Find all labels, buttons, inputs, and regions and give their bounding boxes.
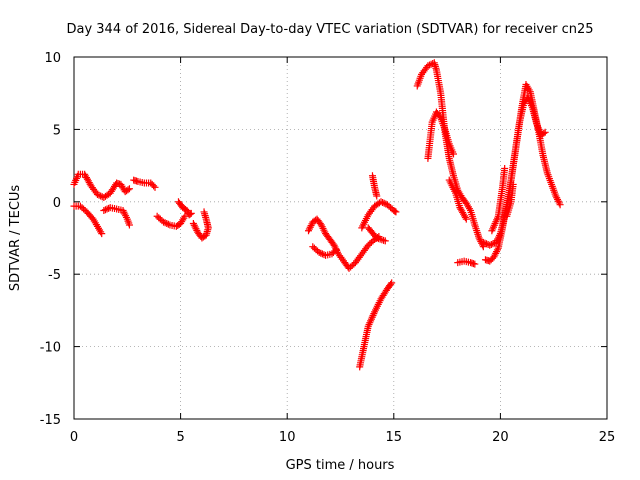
- data-point: [100, 206, 108, 214]
- data-point: [541, 128, 549, 136]
- data-point: [103, 205, 111, 213]
- x-tick-labels: 0 5 10 15 20 25: [70, 430, 615, 445]
- y-tick-label: 5: [53, 123, 61, 138]
- data-point: [461, 214, 469, 222]
- plot-frame: [73, 56, 608, 420]
- data-point: [181, 212, 189, 220]
- data-point: [479, 238, 487, 246]
- x-tick-label: 5: [176, 430, 184, 445]
- data-point: [160, 218, 168, 226]
- data-point: [161, 219, 169, 227]
- series-i: [309, 243, 340, 259]
- data-point: [101, 206, 109, 214]
- series-g: [189, 208, 212, 242]
- series-n: [413, 59, 487, 251]
- x-tick-label: 25: [599, 430, 616, 445]
- data-point: [125, 221, 133, 229]
- data-point: [98, 230, 106, 238]
- data-point: [509, 180, 517, 188]
- data-point: [317, 249, 325, 257]
- y-axis-label: SDTVAR / TECUs: [8, 185, 23, 292]
- data-point: [95, 191, 103, 199]
- data-point: [318, 250, 326, 258]
- series-p: [445, 176, 470, 223]
- data-point: [486, 241, 494, 249]
- y-tick-label: -15: [40, 413, 61, 428]
- series-h: [305, 215, 383, 272]
- series-b: [70, 202, 106, 238]
- data-point: [483, 240, 491, 248]
- data-point: [332, 246, 340, 254]
- y-tick-label: 0: [53, 196, 61, 211]
- series-a: [70, 170, 133, 201]
- data-point: [150, 182, 158, 190]
- data-point: [462, 215, 470, 223]
- x-tick-label: 15: [386, 430, 403, 445]
- data-point: [391, 207, 399, 215]
- series-l: [368, 172, 381, 200]
- data-point: [424, 62, 432, 70]
- data-point: [540, 129, 548, 137]
- y-tick-labels: -15 -10 -5 0 5 10: [40, 51, 61, 428]
- x-axis-label: GPS time / hours: [286, 458, 395, 473]
- chart-title: Day 344 of 2016, Sidereal Day-to-day VTE…: [66, 22, 593, 37]
- data-point: [481, 239, 489, 247]
- y-tick-label: -5: [48, 268, 61, 283]
- data-point: [377, 198, 385, 206]
- data-point: [556, 201, 564, 209]
- data-point: [187, 209, 195, 217]
- data-point: [125, 185, 133, 193]
- data-point: [392, 208, 400, 216]
- data-point: [388, 279, 396, 287]
- axis-ticks: [73, 56, 608, 420]
- data-markers: [70, 59, 564, 371]
- y-tick-label: -10: [40, 341, 61, 356]
- series-o: [424, 108, 457, 162]
- data-point: [164, 220, 172, 228]
- x-tick-label: 0: [70, 430, 78, 445]
- series-e: [153, 212, 189, 230]
- data-point: [501, 164, 509, 172]
- data-point: [151, 183, 159, 191]
- data-point: [186, 210, 194, 218]
- series-c: [100, 204, 133, 229]
- series-q: [454, 257, 479, 268]
- series-j: [358, 198, 400, 232]
- data-point: [489, 240, 497, 248]
- data-point: [93, 191, 101, 199]
- x-tick-label: 20: [492, 430, 509, 445]
- data-point: [471, 260, 479, 268]
- series-d: [130, 176, 159, 191]
- series-s: [481, 94, 549, 265]
- data-point: [373, 192, 381, 200]
- series-u: [503, 180, 517, 220]
- data-point: [387, 280, 395, 288]
- grid-lines: [74, 57, 607, 419]
- data-point: [449, 150, 457, 158]
- data-point: [331, 247, 339, 255]
- series-m: [356, 279, 396, 371]
- data-point: [381, 237, 389, 245]
- data-point: [163, 220, 171, 228]
- y-tick-label: 10: [44, 51, 61, 66]
- data-point: [379, 199, 387, 207]
- data-point: [487, 241, 495, 249]
- x-tick-label: 10: [279, 430, 296, 445]
- data-point: [315, 248, 323, 256]
- data-point: [380, 199, 388, 207]
- data-point: [200, 208, 208, 216]
- series-k: [364, 224, 389, 245]
- series-t: [488, 164, 509, 235]
- series-f: [174, 198, 195, 219]
- data-point: [124, 186, 132, 194]
